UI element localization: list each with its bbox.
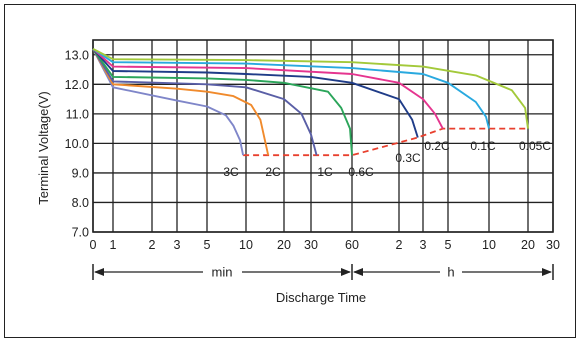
series-line-0_6C — [92, 48, 353, 156]
y-tick-label: 10.0 — [65, 137, 89, 151]
x-tick-label: 5 — [204, 238, 211, 252]
x-tick-label: 5 — [445, 238, 452, 252]
x-tick-label: 1 — [110, 238, 117, 252]
x-tick-label: 0 — [90, 238, 97, 252]
time-unit-ranges: min h — [92, 264, 554, 280]
series-line-0_1C — [92, 48, 490, 129]
series-line-1C — [92, 48, 318, 156]
cutoff-voltage-line — [243, 127, 528, 157]
unit-label-h: h — [447, 265, 454, 280]
x-tick-label: 30 — [546, 238, 560, 252]
y-tick-label: 11.0 — [66, 107, 89, 121]
series-line-0_05C — [92, 48, 529, 129]
curve-label: 3C — [223, 165, 239, 179]
series-group — [92, 48, 529, 156]
x-tick-label: 20 — [521, 238, 535, 252]
series-line-2C — [92, 48, 270, 156]
x-tick-label: 20 — [277, 238, 291, 252]
series-line-3C — [92, 48, 245, 156]
y-tick-label: 9.0 — [72, 166, 89, 180]
x-tick-labels: 0 1 2 3 5 10 20 30 60 2 3 5 10 20 30 — [90, 238, 560, 252]
y-tick-labels: 7.0 8.0 9.0 10.0 11.0 12.0 13.0 — [65, 48, 89, 239]
x-tick-label: 10 — [239, 238, 253, 252]
x-tick-label: 2 — [396, 238, 403, 252]
curve-label: 0.3C — [395, 151, 421, 165]
unit-label-min: min — [212, 265, 233, 280]
cutoff-line-group — [243, 127, 528, 157]
curve-label: 0.05C — [519, 139, 551, 153]
grid — [92, 39, 554, 233]
x-tick-label: 3 — [174, 238, 181, 252]
curve-label: 0.2C — [424, 139, 450, 153]
y-tick-label: 8.0 — [72, 196, 89, 210]
curve-label: 0.1C — [470, 139, 496, 153]
x-tick-label: 3 — [420, 238, 427, 252]
x-axis-title: Discharge Time — [276, 290, 366, 305]
x-tick-label: 30 — [304, 238, 318, 252]
x-tick-label: 2 — [149, 238, 156, 252]
curve-label: 1C — [317, 165, 333, 179]
x-tick-label: 60 — [345, 238, 359, 252]
curve-label: 0.6C — [348, 165, 374, 179]
y-tick-label: 7.0 — [72, 226, 89, 240]
y-tick-label: 12.0 — [65, 78, 89, 92]
x-tick-label: 10 — [482, 238, 496, 252]
series-line-0_2C — [92, 48, 444, 130]
y-tick-label: 13.0 — [65, 48, 89, 62]
curve-label-group: 3C 2C 1C 0.6C 0.3C0.2C 0.1C 0.05C — [223, 139, 551, 179]
series-line-0_3C — [92, 48, 419, 138]
plot-border — [92, 39, 554, 233]
y-axis-title: Terminal Voltage(V) — [36, 91, 51, 204]
curve-label: 2C — [265, 165, 281, 179]
